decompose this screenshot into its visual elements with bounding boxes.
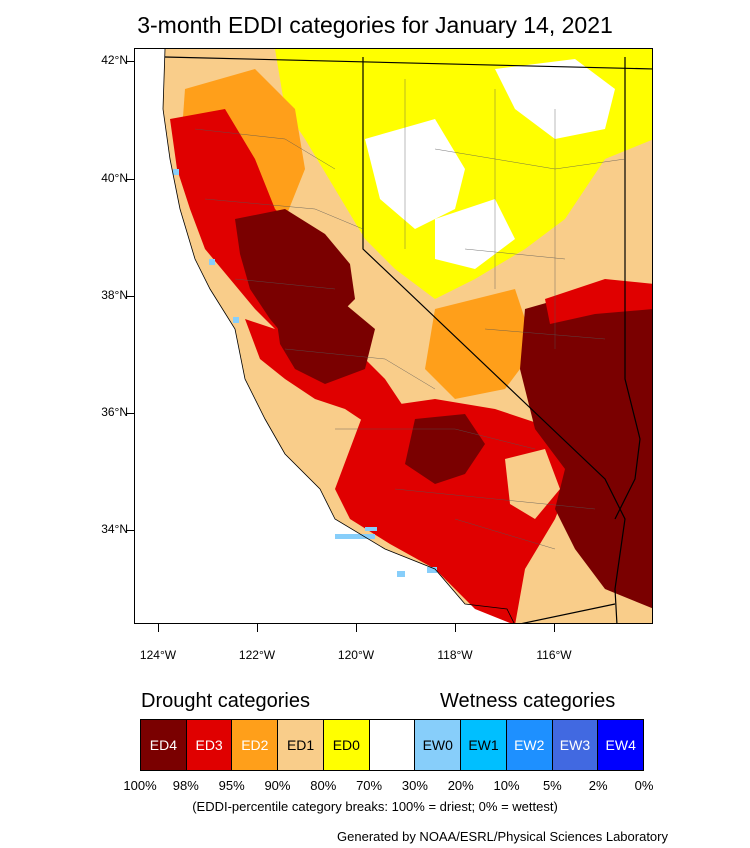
lat-label: 40°N	[101, 171, 128, 185]
lon-tick	[455, 624, 456, 632]
wet-spot	[209, 259, 215, 265]
lat-tick	[126, 530, 134, 531]
legend-break-label: 98%	[172, 778, 199, 793]
legend-break-label: 80%	[310, 778, 337, 793]
legend-swatch: EW0	[415, 720, 462, 770]
legend-swatch: EW2	[506, 720, 553, 770]
region-ed2-south	[425, 289, 535, 399]
legend-swatch: ED4	[141, 720, 187, 770]
lon-label: 124°W	[139, 648, 177, 662]
legend-break-label: 95%	[218, 778, 245, 793]
state-borders	[164, 56, 652, 623]
legend-swatch: ED2	[232, 720, 279, 770]
legend-break-label: 10%	[493, 778, 520, 793]
drought-categories-heading: Drought categories	[141, 690, 310, 712]
wet-spot	[365, 527, 377, 531]
wet-spot	[335, 534, 375, 539]
lon-tick	[257, 624, 258, 632]
wet-spots	[173, 169, 437, 577]
border-nv-az	[614, 57, 641, 520]
legend-break-label: 0%	[634, 778, 654, 793]
wet-spot	[173, 169, 179, 175]
lat-tick	[126, 61, 134, 62]
lat-label: 34°N	[101, 522, 128, 536]
legend-note: (EDDI-percentile category breaks: 100% =…	[192, 799, 558, 814]
legend-swatch: EW4	[598, 720, 644, 770]
legend-break-label: 30%	[401, 778, 428, 793]
lat-tick	[126, 296, 134, 297]
border-ca-nv	[362, 57, 626, 623]
legend-break-label: 70%	[356, 778, 383, 793]
border-mexico	[521, 603, 616, 623]
lon-tick	[356, 624, 357, 632]
lon-label: 120°W	[337, 648, 375, 662]
eddi-map-canvas	[135, 49, 652, 623]
lat-label: 36°N	[101, 405, 128, 419]
legend-swatch: EW3	[552, 720, 599, 770]
lon-tick	[158, 624, 159, 632]
region-none-nevada-2	[495, 59, 615, 139]
lat-label: 42°N	[101, 53, 128, 67]
eddi-map	[134, 48, 653, 624]
legend-swatch: EW1	[461, 720, 507, 770]
legend-break-label: 90%	[264, 778, 291, 793]
wet-spot	[233, 317, 239, 323]
region-ed3-south	[335, 399, 575, 623]
legend-break-label: 20%	[447, 778, 474, 793]
legend-swatch: ED1	[278, 720, 324, 770]
legend-swatch: ED3	[186, 720, 233, 770]
legend-break-label: 2%	[588, 778, 608, 793]
map-title: 3-month EDDI categories for January 14, …	[137, 12, 613, 38]
lat-tick	[126, 179, 134, 180]
lon-tick	[554, 624, 555, 632]
coastline	[162, 49, 515, 623]
lat-label: 38°N	[101, 288, 128, 302]
legend-break-label: 5%	[542, 778, 562, 793]
lon-label: 116°W	[536, 648, 572, 662]
region-ed4-central	[275, 304, 375, 384]
wet-spot	[427, 567, 437, 573]
legend-swatch: ED0	[323, 720, 370, 770]
region-none-nevada	[365, 119, 465, 229]
lon-label: 122°W	[238, 648, 276, 662]
county-lines	[194, 79, 626, 550]
border-ca-or	[164, 56, 652, 70]
legend-break-label: 100%	[123, 778, 157, 793]
legend-color-bar: ED4 ED3 ED2 ED1 ED0 EW0 EW1 EW2 EW3 EW4	[140, 719, 644, 771]
region-ed4-southeast	[520, 289, 652, 609]
lat-tick	[126, 413, 134, 414]
legend-swatch	[369, 720, 416, 770]
wetness-categories-heading: Wetness categories	[440, 690, 616, 712]
credit-text: Generated by NOAA/ESRL/Physical Sciences…	[337, 829, 668, 844]
lon-label: 118°W	[437, 648, 473, 662]
wet-spot	[397, 571, 405, 577]
